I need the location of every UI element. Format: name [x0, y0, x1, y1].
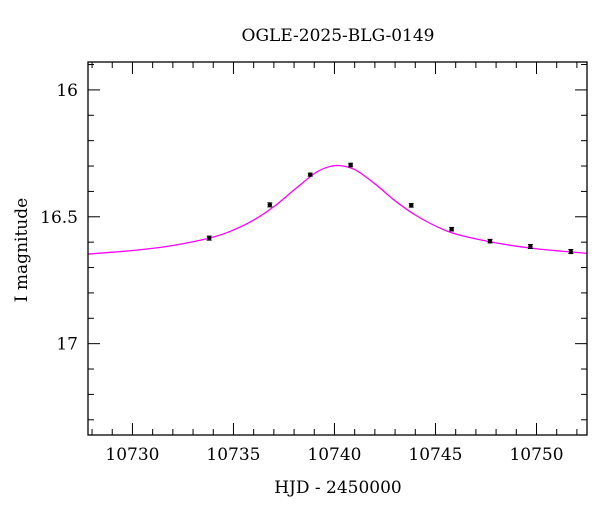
data-point: [408, 203, 414, 208]
point-marker: [308, 172, 313, 177]
x-axis-label: HJD - 2450000: [274, 478, 402, 498]
y-tick-label: 16: [56, 81, 78, 101]
x-tick-label: 10745: [408, 445, 462, 465]
chart-title: OGLE-2025-BLG-0149: [242, 26, 435, 46]
plot-content: [87, 162, 588, 255]
model-curve: [87, 164, 588, 255]
data-point: [348, 162, 354, 168]
axis-ticks: [88, 62, 587, 435]
point-marker: [528, 244, 533, 249]
point-marker: [348, 162, 353, 168]
plot-frame: [87, 61, 588, 436]
point-marker: [487, 238, 493, 244]
data-point: [527, 243, 533, 249]
x-tick-label: 10735: [206, 445, 260, 465]
point-marker: [449, 227, 454, 232]
y-axis-label: I magnitude: [12, 198, 32, 302]
point-marker: [409, 203, 414, 208]
data-point: [487, 238, 493, 244]
y-tick-label: 16.5: [40, 208, 78, 228]
x-tick-label: 10740: [307, 445, 361, 465]
x-tick-label: 10730: [105, 445, 159, 465]
data-point: [206, 235, 212, 241]
point-marker: [568, 249, 574, 254]
data-point: [449, 226, 455, 232]
tick-labels: 10730 10735 10740 10745 10750 16 16.5 17: [40, 81, 563, 465]
data-point: [307, 172, 313, 177]
data-point: [267, 202, 273, 208]
y-tick-label: 17: [56, 335, 78, 355]
point-marker: [207, 235, 212, 241]
point-marker: [267, 202, 273, 208]
data-point: [568, 249, 574, 255]
x-tick-label: 10750: [509, 445, 563, 465]
